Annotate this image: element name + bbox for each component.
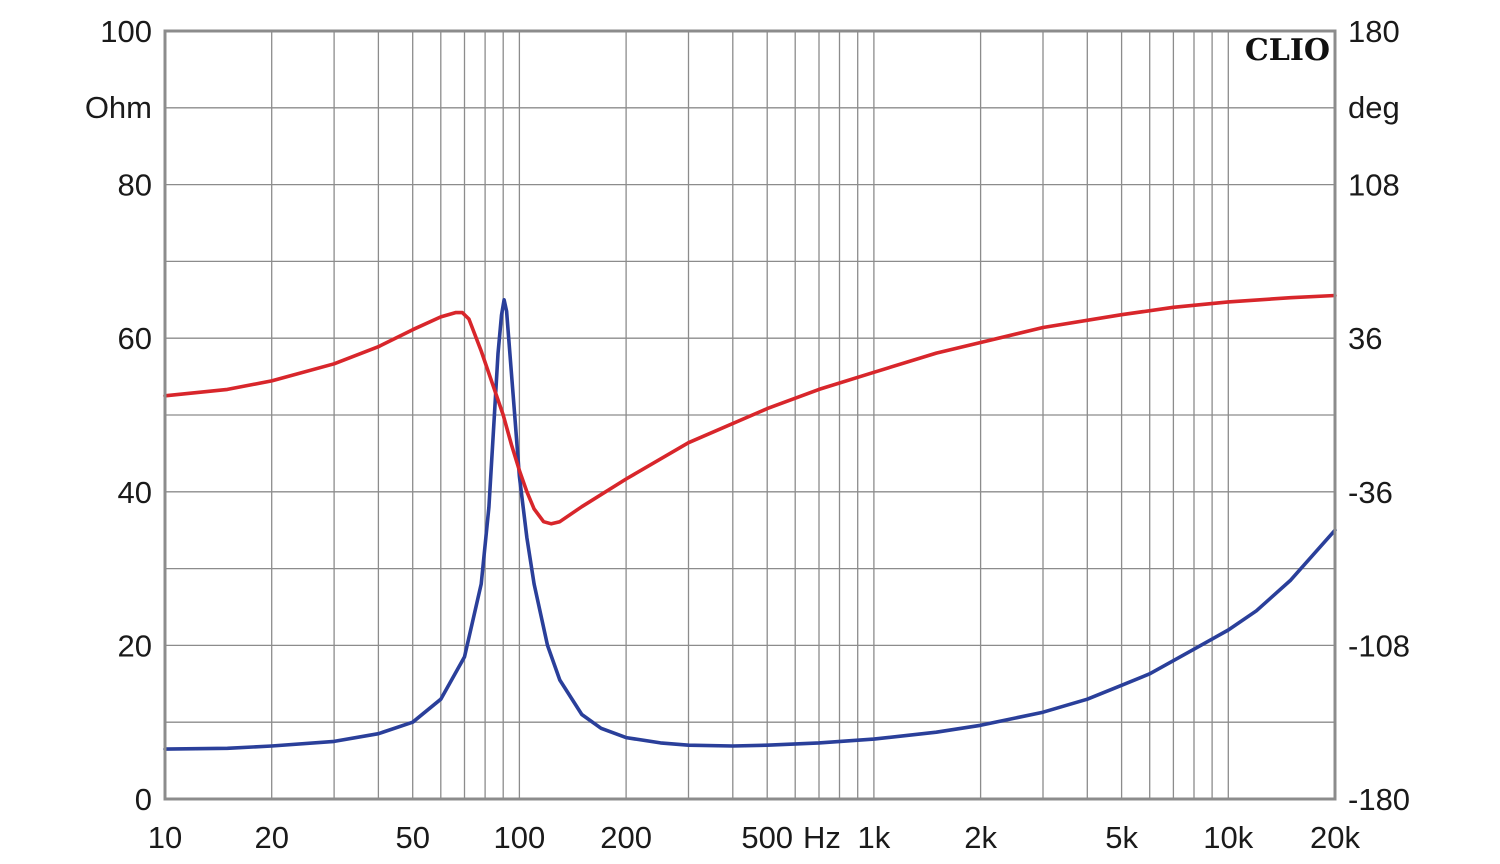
right-tick-label: -180 bbox=[1348, 782, 1410, 817]
x-tick-label: 2k bbox=[964, 820, 997, 855]
right-axis-tick-labels: -180 -108 -36 36 108 180 bbox=[1348, 14, 1410, 817]
x-tick-label: 5k bbox=[1105, 820, 1138, 855]
x-tick-label: 20k bbox=[1310, 820, 1360, 855]
x-tick-label: 100 bbox=[494, 820, 546, 855]
left-axis-tick-labels: 0 20 40 60 80 100 bbox=[100, 14, 152, 817]
x-tick-label: 10 bbox=[148, 820, 182, 855]
left-tick-label: 60 bbox=[118, 321, 152, 356]
right-tick-label: -36 bbox=[1348, 475, 1393, 510]
left-tick-label: 100 bbox=[100, 14, 152, 49]
clio-brand-label: CLIO bbox=[1245, 33, 1330, 68]
impedance-curve bbox=[163, 298, 1337, 751]
right-tick-label: 108 bbox=[1348, 168, 1400, 203]
x-tick-label: 20 bbox=[254, 820, 288, 855]
x-unit-label: Hz bbox=[803, 820, 841, 855]
left-tick-label: 80 bbox=[118, 168, 152, 203]
chart-grid bbox=[165, 31, 1335, 799]
plot-frame bbox=[163, 29, 1337, 801]
left-axis-unit-label: Ohm bbox=[85, 90, 152, 125]
chart-series bbox=[163, 293, 1337, 751]
x-tick-labels: 10 20 50 100 200 500 1k 2k 5k 10k 20k bbox=[148, 820, 1361, 855]
right-axis-unit-label: deg bbox=[1348, 90, 1400, 125]
left-tick-label: 0 bbox=[135, 782, 152, 817]
right-tick-label: 180 bbox=[1348, 14, 1400, 49]
right-tick-label: -108 bbox=[1348, 628, 1410, 663]
phase-curve bbox=[163, 293, 1337, 526]
x-tick-label: 50 bbox=[395, 820, 429, 855]
left-tick-label: 20 bbox=[118, 628, 152, 663]
x-tick-label: 1k bbox=[858, 820, 891, 855]
x-tick-label: 500 bbox=[741, 820, 793, 855]
right-tick-label: 36 bbox=[1348, 321, 1382, 356]
left-tick-label: 40 bbox=[118, 475, 152, 510]
x-tick-label: 10k bbox=[1203, 820, 1253, 855]
x-tick-label: 200 bbox=[600, 820, 652, 855]
